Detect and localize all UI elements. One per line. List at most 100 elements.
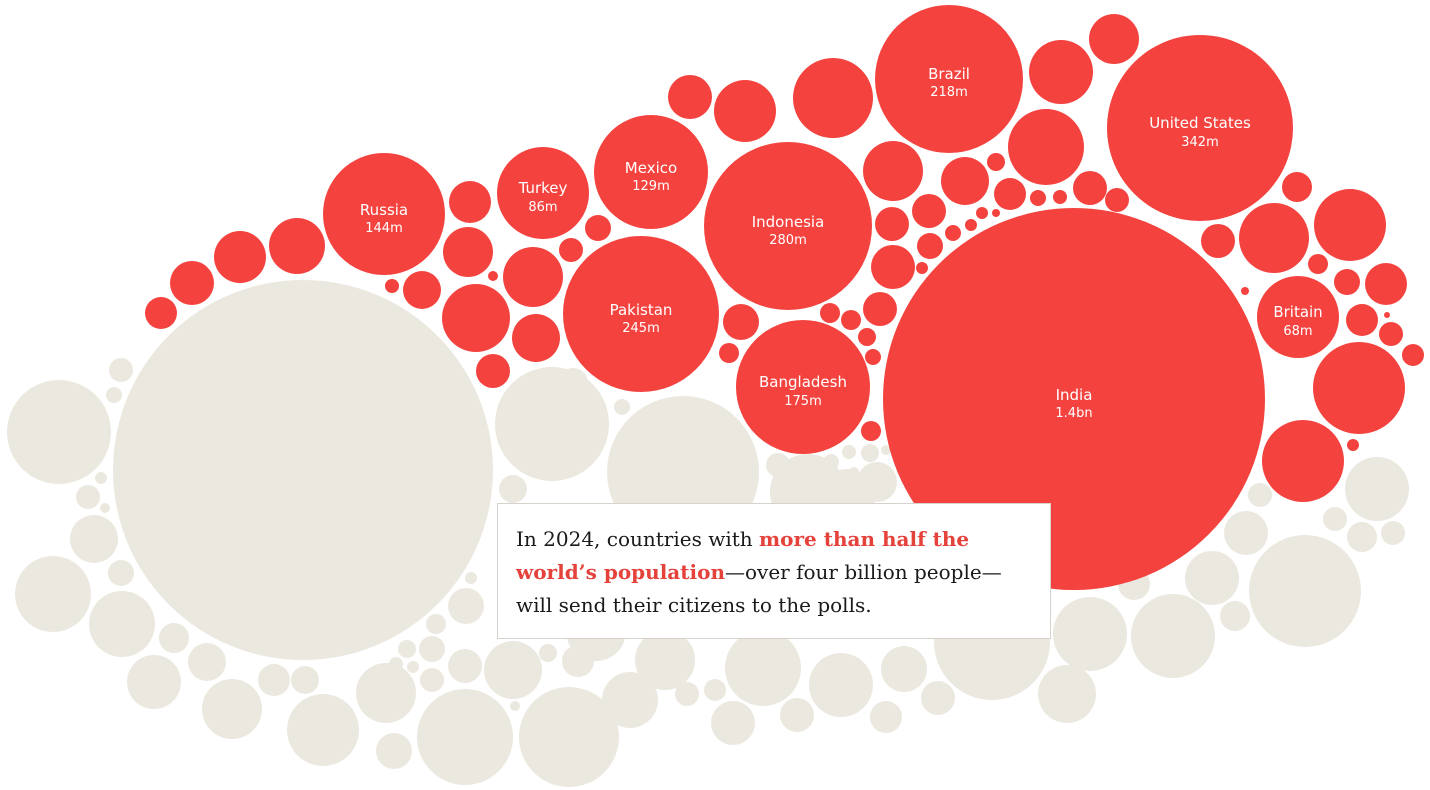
label-country: Britain: [1273, 303, 1322, 321]
bubble-voting: [512, 314, 560, 362]
label-value: 129m: [632, 179, 669, 194]
bubble-voting: [976, 207, 988, 219]
bubble-not-voting: [89, 591, 155, 657]
bubble-not-voting: [823, 454, 839, 470]
bubble-not-voting: [519, 687, 619, 787]
bubble-not-voting: [15, 556, 91, 632]
non-voting-bubbles: [7, 280, 1409, 787]
bubble-voting: [793, 58, 873, 138]
bubble-voting: [871, 245, 915, 289]
caption-text: In 2024, countries with: [516, 527, 759, 551]
bubble-voting: [585, 215, 611, 241]
bubble-not-voting: [780, 698, 814, 732]
bubble-voting: [1313, 342, 1405, 434]
bubble-voting: [1282, 172, 1312, 202]
bubble-not-voting: [76, 485, 100, 509]
label-country: Pakistan: [610, 301, 673, 319]
bubble-not-voting: [356, 663, 416, 723]
bubble-label-turkey: Turkey 86m: [518, 179, 568, 215]
bubble-voting: [559, 238, 583, 262]
bubble-label-pakistan: Pakistan 245m: [610, 301, 673, 336]
bubble-voting: [987, 153, 1005, 171]
bubble-voting: [668, 75, 712, 119]
bubble-not-voting: [835, 476, 843, 484]
label-country: Brazil: [928, 65, 970, 83]
bubble-voting: [965, 219, 977, 231]
bubble-voting: [1347, 439, 1359, 451]
bubble-not-voting: [1323, 507, 1347, 531]
bubble-not-voting: [602, 672, 658, 728]
bubble-voting: [994, 178, 1026, 210]
bubble-not-voting: [448, 649, 482, 683]
bubble-not-voting: [407, 661, 419, 673]
bubble-not-voting: [109, 358, 133, 382]
bubble-voting: [1105, 188, 1129, 212]
bubble-united-states: [1107, 35, 1293, 221]
bubble-not-voting: [539, 644, 557, 662]
bubble-label-russia: Russia 144m: [360, 201, 408, 236]
bubble-not-voting: [1185, 551, 1239, 605]
bubble-not-voting: [711, 701, 755, 745]
bubble-voting: [1053, 190, 1067, 204]
bubble-not-voting: [1345, 457, 1409, 521]
bubble-not-voting: [465, 572, 477, 584]
bubble-voting: [841, 310, 861, 330]
bubble-not-voting: [857, 462, 897, 502]
bubble-not-voting: [7, 380, 111, 484]
bubble-not-voting: [1224, 511, 1268, 555]
bubble-not-voting: [113, 280, 493, 660]
bubble-voting: [820, 303, 840, 323]
label-value: 342m: [1181, 135, 1218, 150]
bubble-voting: [1365, 263, 1407, 305]
bubble-voting: [1201, 224, 1235, 258]
bubble-voting: [1008, 109, 1084, 185]
bubble-britain: [1257, 276, 1339, 358]
bubble-label-india: India 1.4bn: [1055, 386, 1092, 421]
bubble-voting: [941, 157, 989, 205]
bubble-voting: [214, 231, 266, 283]
bubble-not-voting: [1248, 483, 1272, 507]
bubble-voting: [1089, 14, 1139, 64]
bubble-voting: [269, 218, 325, 274]
bubble-voting: [1308, 254, 1328, 274]
bubble-voting: [945, 225, 961, 241]
bubble-not-voting: [1053, 597, 1127, 671]
bubble-not-voting: [849, 467, 859, 477]
bubble-bangladesh: [736, 320, 870, 454]
bubble-not-voting: [499, 475, 527, 503]
bubble-label-britain: Britain 68m: [1273, 303, 1322, 339]
bubble-voting: [1030, 190, 1046, 206]
bubble-india: [883, 208, 1265, 590]
label-value: 86m: [528, 200, 557, 215]
bubble-not-voting: [809, 653, 873, 717]
bubble-voting: [723, 304, 759, 340]
label-country: Indonesia: [752, 213, 825, 231]
bubble-not-voting: [376, 733, 412, 769]
bubble-not-voting: [1249, 535, 1361, 647]
bubble-voting: [476, 354, 510, 388]
bubble-voting: [1029, 40, 1093, 104]
bubble-russia: [323, 153, 445, 275]
bubble-voting: [488, 271, 498, 281]
bubble-not-voting: [704, 679, 726, 701]
label-country: India: [1056, 386, 1093, 404]
label-country: United States: [1149, 114, 1251, 132]
bubble-not-voting: [1038, 665, 1096, 723]
bubble-voting: [863, 292, 897, 326]
bubble-not-voting: [562, 645, 594, 677]
bubble-voting: [861, 421, 881, 441]
bubble-label-indonesia: Indonesia 280m: [752, 213, 825, 248]
bubble-not-voting: [106, 387, 122, 403]
bubble-voting: [145, 297, 177, 329]
bubble-voting: [1402, 344, 1424, 366]
bubble-not-voting: [448, 588, 484, 624]
bubble-not-voting: [635, 630, 695, 690]
bubble-voting: [863, 141, 923, 201]
bubble-not-voting: [70, 515, 118, 563]
bubble-voting: [449, 181, 491, 223]
bubble-voting: [917, 233, 943, 259]
voting-bubbles: [145, 5, 1424, 590]
bubble-not-voting: [291, 666, 319, 694]
bubble-voting: [1384, 312, 1390, 318]
